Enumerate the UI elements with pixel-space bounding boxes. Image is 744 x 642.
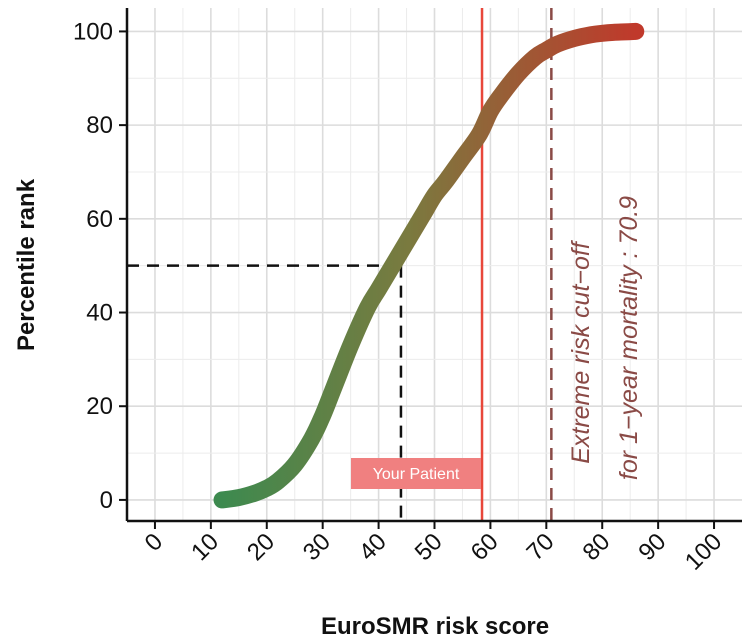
reference-lines bbox=[127, 8, 553, 521]
x-tick-label: 80 bbox=[577, 528, 615, 566]
y-tick-label: 60 bbox=[86, 206, 113, 233]
y-tick-label: 40 bbox=[86, 300, 113, 327]
x-axis-title: EuroSMR risk score bbox=[321, 613, 549, 640]
annotations: Your Patient Extreme risk cut−off for 1−… bbox=[13, 178, 643, 640]
y-tick-label: 100 bbox=[73, 18, 113, 45]
cutoff-label-line1: Extreme risk cut−off bbox=[567, 239, 595, 464]
y-tick-label: 80 bbox=[86, 112, 113, 139]
x-tick-label: 20 bbox=[242, 528, 280, 566]
y-tick-label: 20 bbox=[86, 393, 113, 420]
x-tick-label: 0 bbox=[140, 528, 169, 557]
x-tick-label: 10 bbox=[186, 528, 224, 566]
percentile-curve bbox=[213, 22, 645, 509]
x-tick-label: 90 bbox=[633, 528, 671, 566]
x-tick-label: 70 bbox=[522, 528, 560, 566]
x-tick-label: 60 bbox=[466, 528, 504, 566]
x-tick-label: 30 bbox=[298, 528, 336, 566]
cutoff-label-line2: for 1−year mortality : 70.9 bbox=[615, 196, 643, 480]
data-layer bbox=[213, 22, 645, 509]
x-tick-label: 50 bbox=[410, 528, 448, 566]
x-tick-label: 40 bbox=[354, 528, 392, 566]
grid bbox=[127, 8, 742, 521]
patient-label: Your Patient bbox=[373, 466, 460, 483]
y-axis-title: Percentile rank bbox=[13, 178, 40, 351]
x-tick-label: 100 bbox=[680, 528, 727, 575]
patient-label-box bbox=[351, 458, 481, 489]
y-tick-label: 0 bbox=[100, 487, 113, 514]
